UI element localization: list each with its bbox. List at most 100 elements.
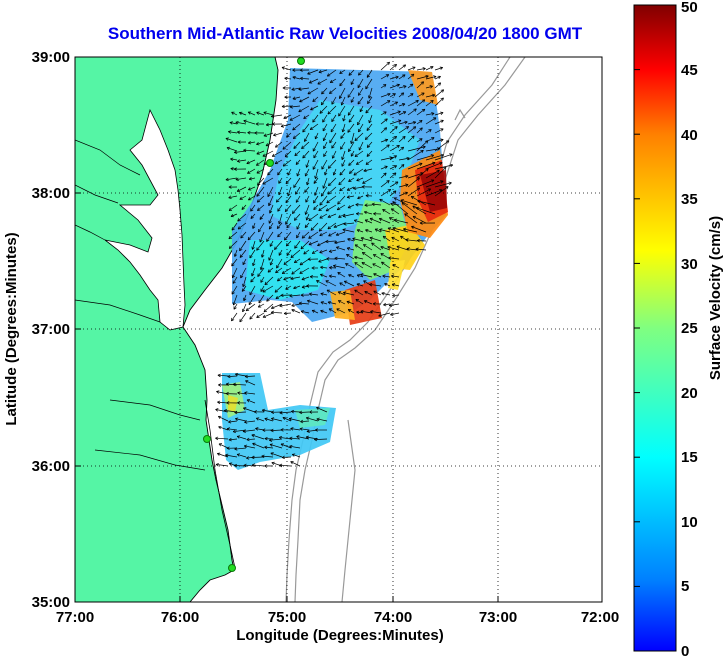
velocity-arrow-head [264, 464, 268, 467]
velocity-arrow-head [422, 68, 426, 71]
velocity-arrow-head [300, 294, 304, 297]
velocity-arrow-head [365, 87, 369, 90]
velocity-arrow-head [233, 253, 236, 257]
velocity-arrow [285, 213, 292, 225]
velocity-arrow [398, 146, 404, 152]
velocity-arrow-head [322, 129, 326, 132]
velocity-arrow-head [321, 92, 325, 95]
velocity-arrow-head [267, 271, 272, 273]
velocity-arrow [365, 159, 373, 165]
velocity-arrow [398, 175, 409, 179]
velocity-arrow-head [265, 143, 268, 146]
velocity-arrow [250, 213, 256, 219]
velocity-arrow-head [292, 68, 296, 71]
velocity-arrow [306, 417, 319, 422]
velocity-arrow [354, 132, 364, 141]
velocity-arrow-head [246, 456, 249, 459]
velocity-arrow-head [441, 154, 445, 158]
velocity-arrow-head [367, 101, 371, 105]
velocity-arrow [328, 231, 337, 237]
velocity-arrow [236, 453, 247, 458]
velocity-arrow-head [230, 213, 234, 217]
velocity-arrow-head [299, 427, 303, 430]
velocity-arrow-head [305, 174, 308, 177]
velocity-arrow [348, 159, 355, 166]
velocity-arrow [303, 114, 310, 119]
velocity-arrow-head [226, 427, 231, 430]
velocity-arrow-head [218, 416, 221, 420]
velocity-arrow-head [260, 289, 264, 292]
velocity-arrow [296, 168, 301, 177]
velocity-arrow-head [388, 61, 390, 66]
velocity-arrow-head [226, 446, 230, 449]
velocity-arrow-head [302, 129, 304, 133]
velocity-arrow-head [244, 420, 248, 423]
velocity-arrow-head [314, 428, 318, 431]
velocity-arrow-head [234, 410, 238, 413]
velocity-arrow [311, 309, 319, 314]
velocity-arrow-head [446, 186, 449, 190]
velocity-arrow-head [254, 132, 258, 135]
velocity-arrow [263, 112, 274, 116]
velocity-arrow-head [402, 146, 405, 151]
velocity-arrow-head [320, 293, 324, 296]
velocity-arrow-head [317, 81, 320, 85]
velocity-arrow [275, 141, 283, 148]
velocity-arrow [300, 77, 310, 80]
velocity-arrow-head [282, 417, 285, 421]
velocity-arrow-head [327, 112, 331, 115]
velocity-arrow-head [421, 127, 423, 131]
velocity-arrow [228, 131, 238, 134]
velocity-arrow-head [369, 237, 373, 240]
tick-marks [75, 56, 499, 602]
velocity-arrow-head [235, 372, 239, 375]
velocity-arrow-head [439, 82, 442, 86]
velocity-arrow [416, 127, 423, 134]
velocity-arrow [263, 303, 274, 313]
velocity-arrow-head [269, 444, 273, 447]
velocity-arrow [425, 76, 437, 80]
velocity-arrow [293, 141, 301, 149]
velocity-arrow-head [298, 87, 302, 90]
velocity-arrow [248, 186, 256, 191]
velocity-arrow [289, 105, 301, 108]
velocity-arrow [361, 262, 373, 269]
velocity-arrow [425, 162, 443, 170]
velocity-arrow-head [303, 251, 306, 255]
velocity-arrow-head [236, 188, 240, 192]
velocity-arrow [404, 213, 418, 224]
velocity-arrow-head [387, 92, 391, 95]
velocity-arrow-head [248, 302, 252, 306]
velocity-arrow-head [275, 295, 278, 299]
velocity-arrow-head [379, 199, 382, 202]
y-axis-label: Latitude (Degrees:Minutes) [3, 232, 20, 425]
velocity-arrow-head [308, 242, 312, 245]
velocity-arrow-head [215, 436, 219, 439]
velocity-arrow [327, 222, 337, 230]
velocity-arrow-head [365, 161, 368, 165]
velocity-arrow-head [367, 75, 370, 78]
velocity-arrow [227, 375, 238, 377]
velocity-arrow-head [215, 437, 219, 441]
velocity-arrow-head [361, 185, 365, 188]
velocity-arrow-head [234, 152, 238, 154]
velocity-arrow-head [228, 235, 231, 239]
velocity-arrow-head [318, 228, 321, 232]
velocity-arrow-head [226, 401, 230, 404]
velocity-arrow-head [364, 203, 368, 206]
velocity-arrow-head [333, 172, 337, 176]
velocity-arrow-head [321, 167, 325, 170]
velocity-arrow-head [329, 92, 333, 94]
velocity-arrow [243, 407, 256, 413]
velocity-arrow-head [316, 418, 320, 421]
velocity-arrow [434, 67, 443, 71]
velocity-arrow [389, 93, 396, 98]
velocity-arrow-head [259, 266, 262, 270]
velocity-arrow [389, 120, 402, 125]
velocity-arrow-head [246, 399, 250, 403]
velocity-arrow [425, 154, 444, 161]
velocity-arrow [305, 195, 310, 203]
velocity-arrow-head [356, 274, 360, 278]
velocity-arrow [279, 436, 292, 440]
velocity-arrow [357, 78, 364, 88]
